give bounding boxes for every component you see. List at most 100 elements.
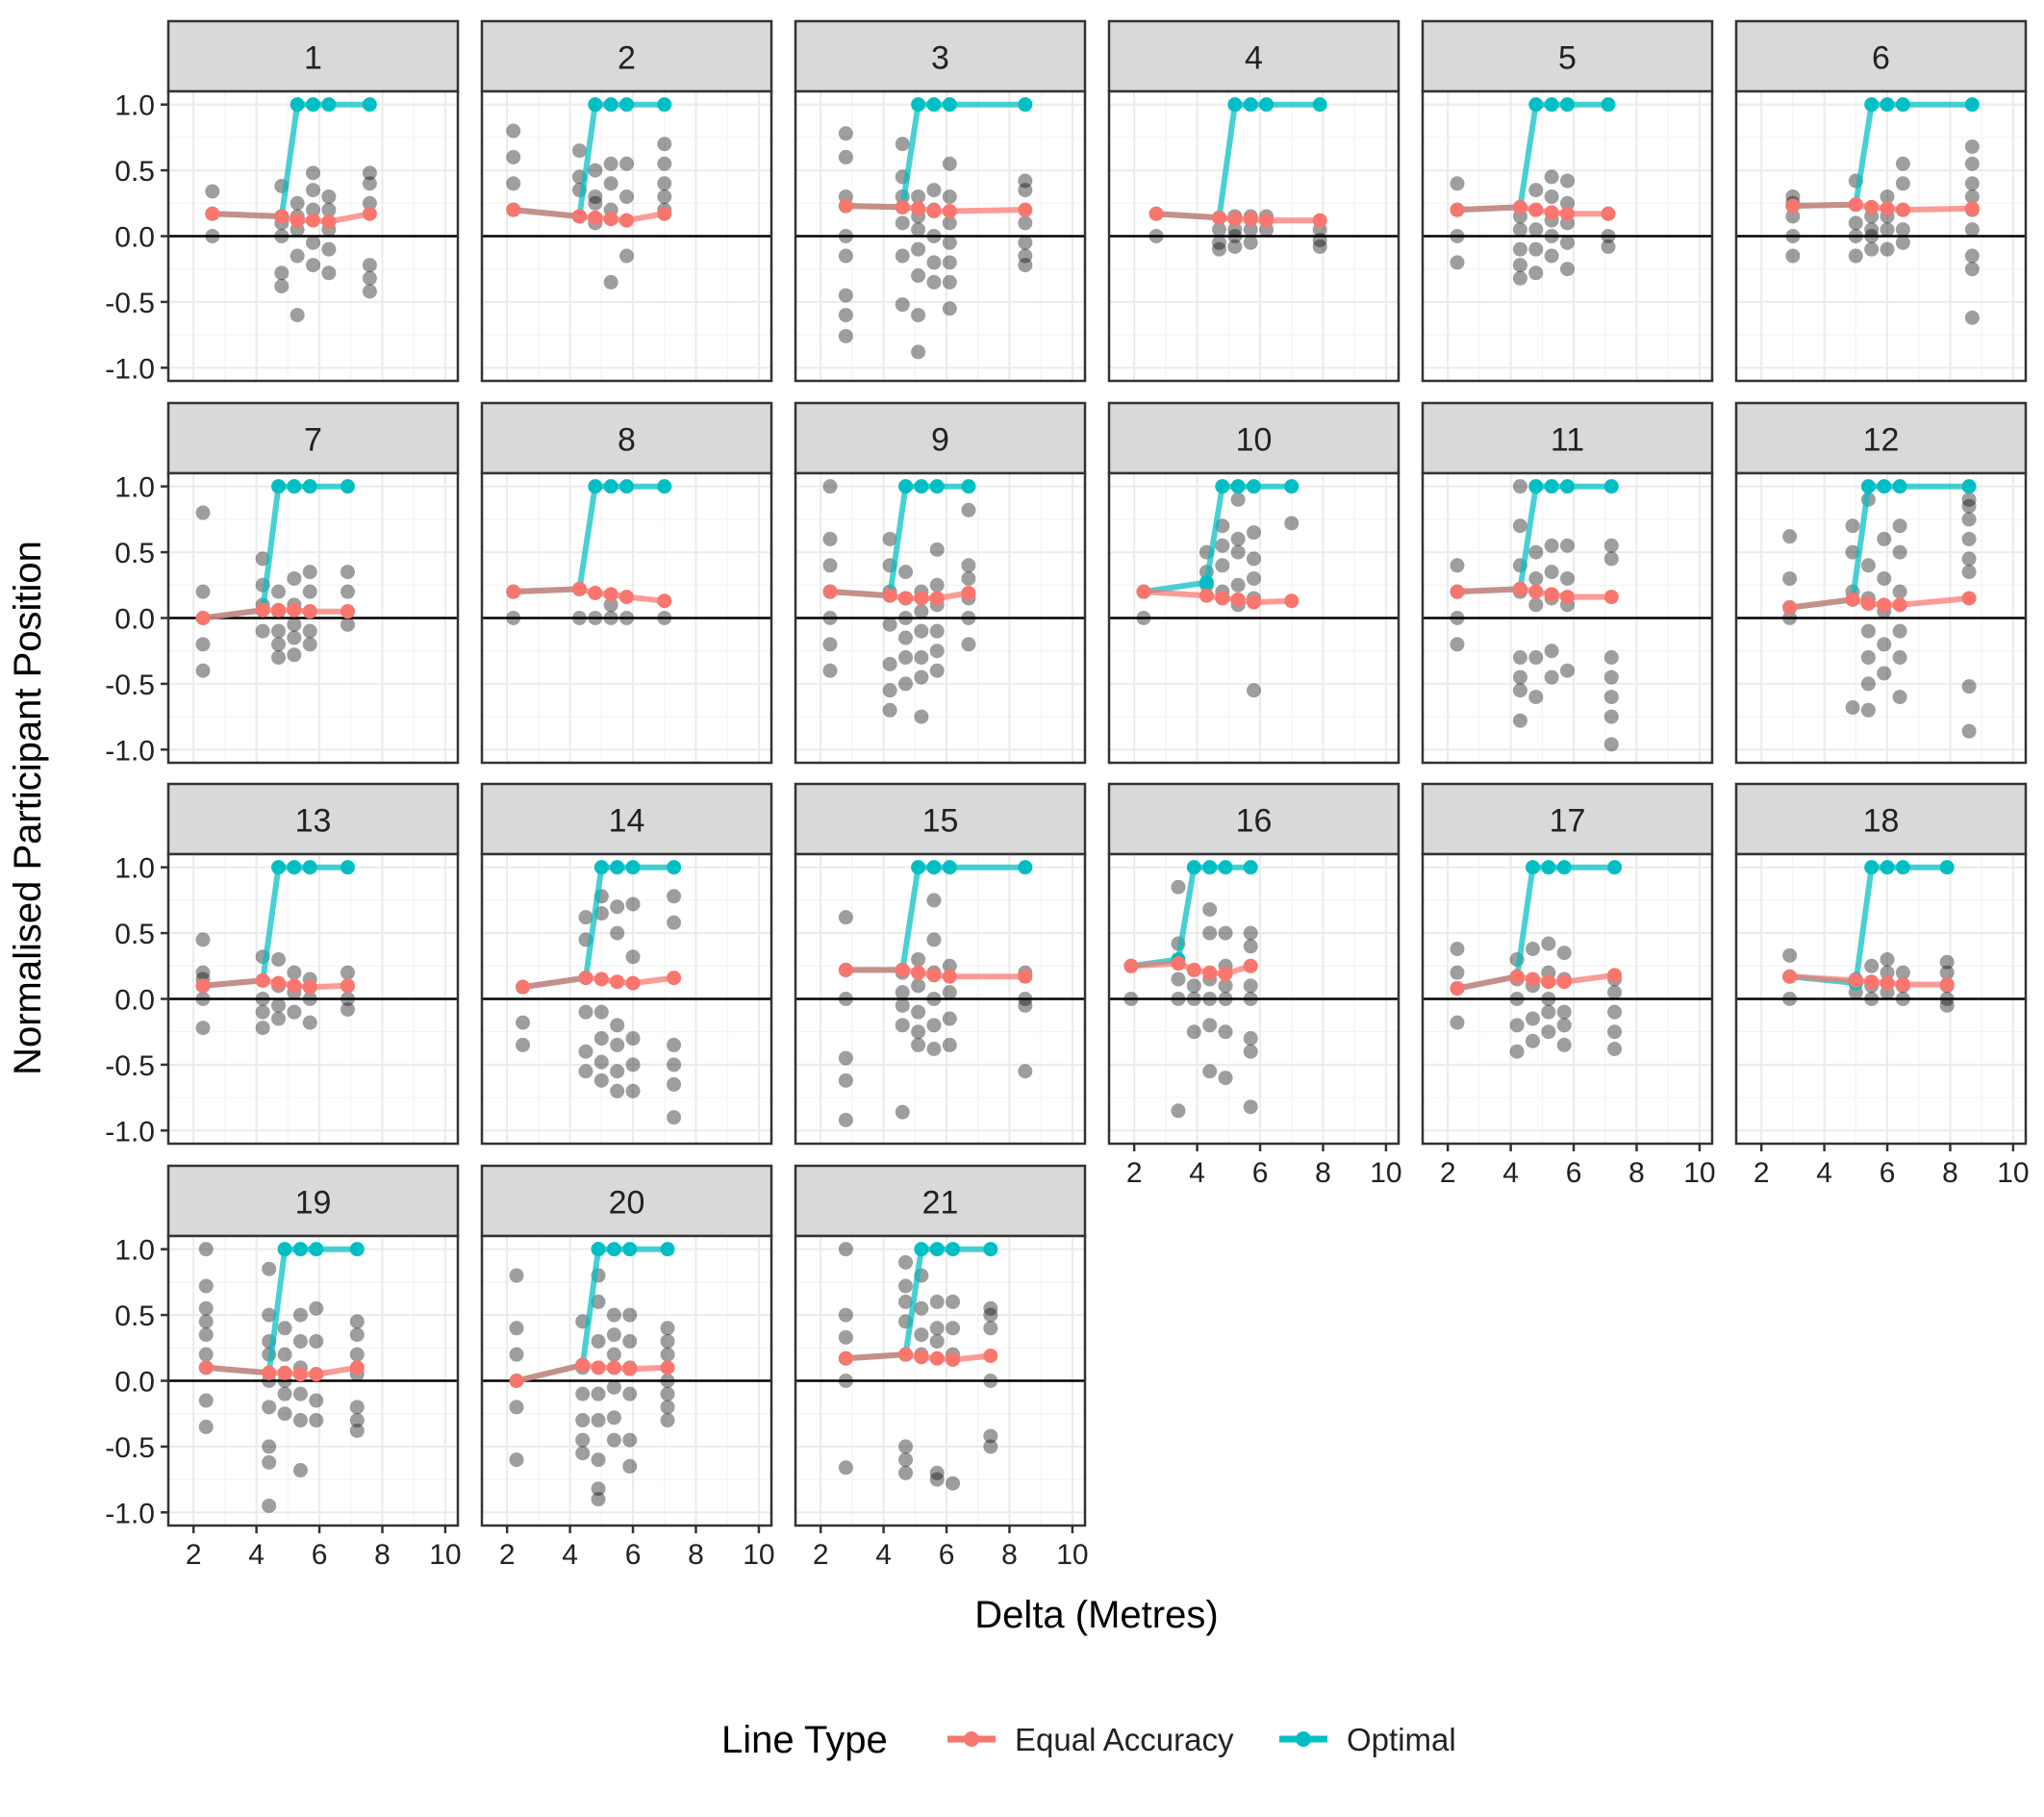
participant-point	[1544, 248, 1559, 264]
participant-point	[926, 1041, 942, 1056]
facet-panel-16: 16 2 4 6 8 10	[1107, 782, 1402, 1189]
facet-strip-label: 6	[1872, 40, 1890, 77]
optimal-point	[309, 1242, 324, 1257]
participant-point	[1186, 978, 1201, 994]
participant-point	[277, 1347, 292, 1362]
equal-accuracy-point	[262, 1365, 277, 1380]
participant-point	[306, 235, 320, 250]
optimal-point	[1018, 97, 1033, 113]
participant-point	[516, 1037, 531, 1052]
participant-point	[838, 126, 853, 141]
equal-accuracy-point	[1848, 197, 1863, 213]
participant-point	[914, 604, 929, 619]
participant-point	[1895, 965, 1910, 980]
participant-point	[321, 241, 337, 257]
participant-point	[838, 1374, 853, 1388]
participant-point	[277, 1406, 292, 1422]
equal-accuracy-point	[1284, 593, 1300, 609]
equal-accuracy-point	[1785, 198, 1801, 214]
x-tick-label: 10	[1370, 1157, 1401, 1189]
participant-point	[290, 308, 305, 323]
equal-accuracy-point	[1880, 201, 1895, 216]
equal-accuracy-point	[603, 587, 618, 602]
participant-point	[1171, 879, 1186, 895]
participant-point	[1018, 1064, 1033, 1079]
optimal-point	[1526, 860, 1541, 875]
x-tick-label: 4	[875, 1539, 892, 1571]
participant-point	[1892, 584, 1907, 599]
optimal-point	[1541, 860, 1556, 875]
participant-point	[1450, 637, 1465, 652]
participant-point	[309, 1413, 324, 1428]
participant-point	[205, 229, 220, 243]
participant-point	[1860, 623, 1876, 639]
equal-accuracy-point	[926, 968, 942, 983]
equal-accuracy-point	[895, 962, 910, 977]
equal-accuracy-point	[591, 1360, 606, 1375]
equal-accuracy-point	[914, 1350, 929, 1365]
optimal-point	[271, 860, 287, 875]
legend: Line Type Equal Accuracy Optimal	[721, 1719, 1456, 1761]
optimal-point	[603, 97, 618, 113]
equal-accuracy-point	[340, 604, 355, 619]
equal-accuracy-point	[1227, 212, 1243, 227]
facet-strip-label: 2	[618, 40, 636, 77]
participant-point	[591, 1492, 606, 1507]
optimal-point	[657, 479, 672, 494]
facet-panels: 1 -1.0 -0.5 0.0 0.5 1.0 2 3 4 5 6 7 -1.0 -0.5 0.0 0.5 1.…	[105, 19, 2030, 1571]
equal-accuracy-series	[1785, 197, 1980, 217]
y-axis: -1.0 -0.5 0.0 0.5 1.0	[105, 853, 168, 1148]
optimal-point	[1199, 575, 1214, 591]
participant-point	[575, 1446, 591, 1461]
participant-point	[1864, 229, 1880, 243]
facet-strip-label: 11	[1551, 422, 1584, 459]
participant-point	[619, 248, 634, 264]
participant-point	[1512, 479, 1527, 494]
optimal-point	[911, 860, 926, 875]
participant-point	[942, 1037, 957, 1052]
y-tick-label: -1.0	[105, 1116, 155, 1148]
equal-accuracy-point	[195, 611, 211, 625]
participant-point	[1243, 1099, 1258, 1115]
participant-point	[942, 301, 957, 316]
participant-point	[603, 274, 618, 290]
participant-point	[1845, 518, 1860, 534]
equal-accuracy-point	[1864, 199, 1880, 215]
facet-panel-13: 13 -1.0 -0.5 0.0 0.5 1.0	[105, 782, 460, 1148]
equal-accuracy-point	[660, 1360, 675, 1375]
participant-point	[195, 637, 211, 652]
participant-point	[1018, 215, 1033, 231]
optimal-point	[1607, 860, 1623, 875]
equal-accuracy-point	[321, 214, 337, 229]
participant-point	[1526, 1011, 1541, 1026]
participant-point	[362, 176, 377, 191]
optimal-point	[1961, 479, 1977, 494]
participant-point	[271, 997, 287, 1013]
participant-point	[603, 156, 618, 171]
optimal-point	[929, 1242, 945, 1257]
equal-accuracy-point	[961, 586, 976, 601]
participant-point	[667, 889, 682, 904]
optimal-point	[1528, 479, 1544, 494]
participant-points	[516, 889, 682, 1125]
participant-point	[292, 1386, 308, 1401]
participant-point	[1528, 241, 1544, 257]
participant-point	[306, 183, 320, 198]
participant-point	[1171, 992, 1186, 1006]
panel-border	[794, 1234, 1087, 1527]
participant-point	[1512, 518, 1527, 534]
facet-panel-18: 18 2 4 6 8 10	[1734, 782, 2030, 1189]
participant-point	[1895, 235, 1910, 250]
equal-accuracy-series	[838, 198, 1033, 219]
facet-strip	[166, 782, 460, 856]
participant-point	[571, 611, 587, 625]
participant-point	[667, 1057, 682, 1073]
participant-point	[1526, 1033, 1541, 1048]
participant-point	[882, 683, 897, 698]
participant-point	[606, 1347, 621, 1362]
equal-accuracy-line	[1789, 973, 1948, 988]
y-axis: -1.0 -0.5 0.0 0.5 1.0	[105, 1235, 168, 1529]
equal-accuracy-point	[302, 979, 317, 995]
equal-accuracy-series	[1782, 591, 1977, 616]
participant-points	[198, 1242, 365, 1513]
